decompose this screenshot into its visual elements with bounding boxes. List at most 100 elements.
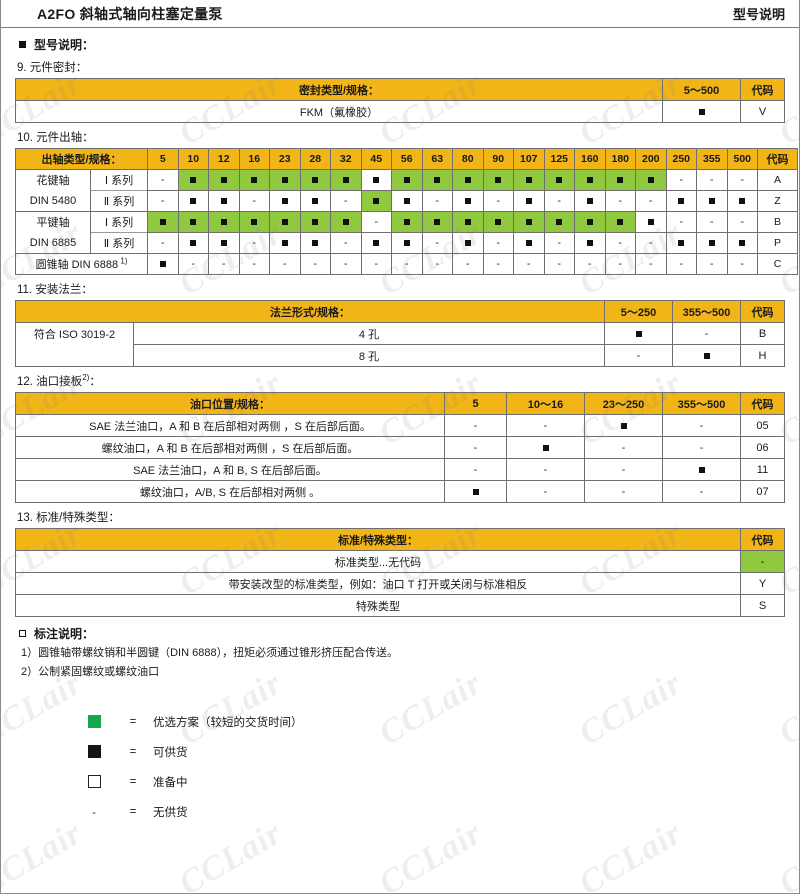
- seal-type-label: FKM（氟橡胶）: [15, 100, 663, 123]
- available-mark-icon: [525, 177, 532, 184]
- availability-cell: [269, 232, 301, 254]
- available-mark-icon: [312, 198, 319, 205]
- shaft-series-label: Ⅰ 系列: [90, 169, 148, 191]
- hollow-square-bullet-icon: [19, 630, 26, 637]
- availability-cell: -: [696, 253, 728, 275]
- available-mark-icon: [373, 198, 380, 205]
- available-mark-icon: [403, 198, 410, 205]
- available-mark-icon: [251, 177, 258, 184]
- availability-cell: [444, 480, 507, 503]
- document-title: A2FO 斜轴式轴向柱塞定量泵: [37, 5, 223, 22]
- column-header-size-10: 10: [177, 148, 209, 170]
- availability-cell: -: [506, 414, 585, 437]
- unavailable-dash-icon: -: [465, 258, 470, 270]
- availability-cell: -: [635, 190, 667, 212]
- unavailable-dash-icon: -: [621, 441, 626, 454]
- availability-cell: [208, 232, 240, 254]
- section-10-table: 出轴类型/规格： 5 10 12 16 23 28 32 45 56 63 80 90 107 125 160…: [15, 148, 798, 275]
- availability-cell: [452, 190, 484, 212]
- unavailable-dash-icon: -: [404, 258, 409, 270]
- column-header-size-500: 500: [726, 148, 758, 170]
- availability-cell: [452, 232, 484, 254]
- table-row: SAE 法兰油口，A 和 B, S 在后部后面。 - - - 11: [15, 458, 785, 481]
- shaft-type-label: 花键轴: [15, 169, 91, 191]
- column-header-port-position: 油口位置/规格：: [15, 392, 445, 415]
- available-mark-icon: [342, 177, 349, 184]
- availability-cell: -: [269, 253, 301, 275]
- availability-cell: [482, 169, 514, 191]
- available-mark-icon: [647, 177, 654, 184]
- table-row: 螺纹油口，A 和 B 在后部相对两侧 ，S 在后部后面。 - - - 06: [15, 436, 785, 459]
- shaft-series-label: Ⅰ 系列: [90, 211, 148, 233]
- availability-cell: [421, 211, 453, 233]
- unavailable-dash-icon: -: [435, 195, 440, 207]
- legend-equals-sign: =: [129, 745, 137, 758]
- unavailable-dash-icon: -: [621, 485, 626, 498]
- unavailable-dash-icon: -: [435, 258, 440, 270]
- column-header-flange-type: 法兰形式/规格：: [15, 300, 605, 323]
- table-row: 标准类型...无代码 -: [15, 550, 785, 573]
- available-mark-icon: [190, 240, 197, 247]
- section-11-table: 法兰形式/规格： 5～250 355～500 代码 符合 ISO 3019-2 …: [15, 300, 785, 367]
- document-header-right: 型号说明: [732, 7, 785, 22]
- availability-cell: [482, 211, 514, 233]
- availability-cell: -: [147, 169, 179, 191]
- flange-standard-label: 符合 ISO 3019-2: [15, 322, 134, 345]
- section-12-table: 油口位置/规格： 5 10～16 23～250 355～500 代码 SAE 法兰油口，A…: [15, 392, 785, 503]
- availability-cell: [574, 190, 606, 212]
- available-mark-icon: [403, 240, 410, 247]
- available-mark-icon: [190, 198, 197, 205]
- available-mark-icon: [159, 219, 166, 226]
- available-black-square-icon: [87, 745, 101, 759]
- available-mark-icon: [220, 177, 227, 184]
- availability-cell: [574, 211, 606, 233]
- availability-cell: [513, 211, 545, 233]
- table-row: 圆锥轴 DIN 6888 1) - - - - - - - - - - - - - - - - - - - C: [15, 253, 798, 275]
- shaft-type-label: DIN 6885: [15, 232, 91, 254]
- availability-cell: -: [574, 253, 606, 275]
- available-mark-icon: [542, 444, 549, 451]
- availability-cell: [513, 190, 545, 212]
- availability-cell: -: [177, 253, 209, 275]
- availability-cell: -: [482, 253, 514, 275]
- unavailable-dash-icon: -: [740, 258, 745, 270]
- available-mark-icon: [678, 240, 685, 247]
- available-mark-icon: [281, 177, 288, 184]
- availability-cell: -: [360, 253, 392, 275]
- unavailable-dash-icon: -: [92, 804, 96, 819]
- footnote-item: 2）公制紧固螺纹或螺纹油口: [21, 665, 160, 678]
- preferred-green-square-icon: [87, 715, 101, 729]
- unavailable-dash-icon: -: [557, 237, 562, 249]
- footnotes-block: 标注说明： 1）圆锥轴带螺纹销和半圆键（DIN 6888），扭矩必须通过锥形挤压…: [19, 625, 785, 681]
- legend-label: 可供货: [153, 746, 188, 759]
- availability-cell: -: [147, 190, 179, 212]
- unavailable-dash-icon: -: [313, 258, 318, 270]
- availability-cell: [604, 211, 636, 233]
- availability-cell: -: [330, 253, 362, 275]
- available-mark-icon: [312, 240, 319, 247]
- unavailable-dash-icon: -: [221, 258, 226, 270]
- unavailable-dash-icon: -: [543, 485, 548, 498]
- available-mark-icon: [525, 240, 532, 247]
- availability-cell: [299, 232, 331, 254]
- table-row: 8 孔 - H: [15, 344, 785, 367]
- unavailable-dash-icon: -: [587, 258, 592, 270]
- availability-cell: [543, 169, 575, 191]
- in-preparation-white-square-icon: [87, 775, 101, 789]
- available-mark-icon: [708, 240, 715, 247]
- code-cell: 07: [740, 480, 785, 503]
- availability-cell: -: [482, 190, 514, 212]
- unavailable-dash-icon: -: [709, 216, 714, 228]
- unavailable-dash-icon: -: [343, 195, 348, 207]
- availability-cell: [391, 169, 423, 191]
- availability-cell: [360, 190, 392, 212]
- section-9-table: 密封类型/规格： 5～500 代码 FKM（氟橡胶） V: [15, 78, 785, 123]
- availability-cell: [421, 169, 453, 191]
- unavailable-dash-icon: -: [252, 237, 257, 249]
- unavailable-dash-icon: -: [496, 195, 501, 207]
- legend-swatch: [75, 775, 113, 789]
- available-mark-icon: [472, 488, 479, 495]
- availability-cell: -: [506, 458, 585, 481]
- availability-cell: -: [672, 322, 741, 345]
- availability-cell: -: [444, 436, 507, 459]
